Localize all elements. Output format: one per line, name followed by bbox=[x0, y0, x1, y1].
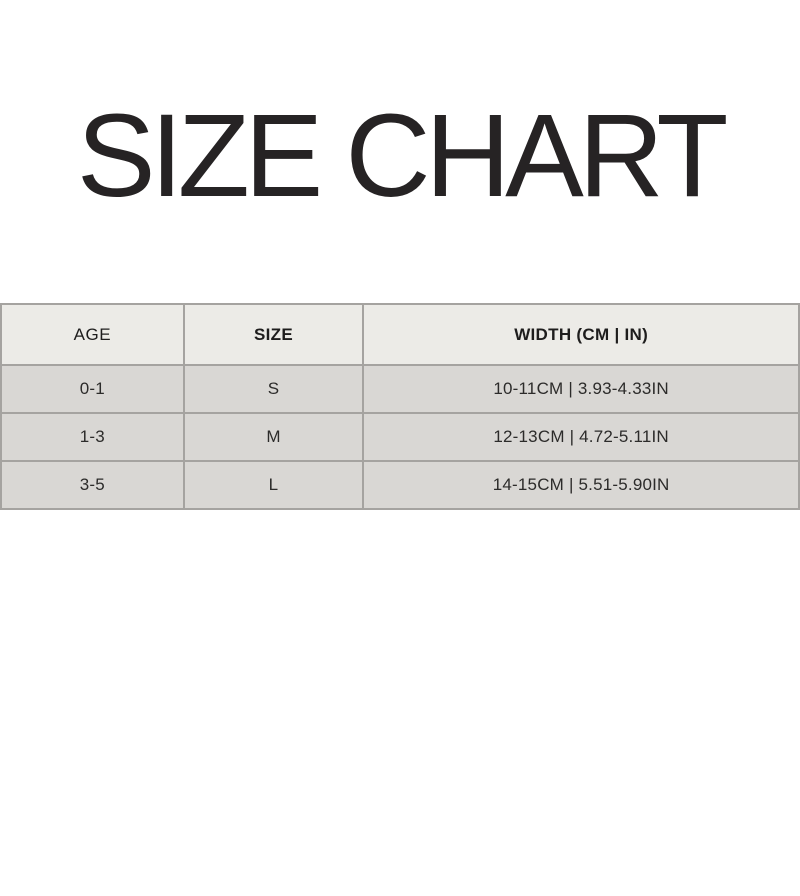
cell-width-row2: 14-15CM | 5.51-5.90IN bbox=[362, 460, 800, 510]
table-row-s: 0-1 S 10-11CM | 3.93-4.33IN bbox=[0, 364, 800, 414]
cell-size-row0: S bbox=[182, 364, 365, 414]
cell-size-row1: M bbox=[182, 412, 365, 462]
column-header-age: AGE bbox=[0, 303, 185, 366]
column-header-width: WIDTH (CM | IN) bbox=[362, 303, 800, 366]
table-row-l: 3-5 L 14-15CM | 5.51-5.90IN bbox=[0, 460, 800, 510]
cell-size-row2: L bbox=[182, 460, 365, 510]
page-title: SIZE CHART bbox=[76, 90, 729, 222]
size-chart-table: AGE SIZE WIDTH (CM | IN) 0-1 S 10-11CM |… bbox=[0, 303, 800, 510]
table-header-row: AGE SIZE WIDTH (CM | IN) bbox=[0, 303, 800, 366]
column-header-size: SIZE bbox=[182, 303, 365, 366]
table-row-m: 1-3 M 12-13CM | 4.72-5.11IN bbox=[0, 412, 800, 462]
cell-age-row1: 1-3 bbox=[0, 412, 185, 462]
cell-width-row1: 12-13CM | 4.72-5.11IN bbox=[362, 412, 800, 462]
cell-age-row2: 3-5 bbox=[0, 460, 185, 510]
cell-width-row0: 10-11CM | 3.93-4.33IN bbox=[362, 364, 800, 414]
cell-age-row0: 0-1 bbox=[0, 364, 185, 414]
size-chart-page: SIZE CHART AGE SIZE WIDTH (CM | IN) 0-1 … bbox=[0, 96, 800, 896]
